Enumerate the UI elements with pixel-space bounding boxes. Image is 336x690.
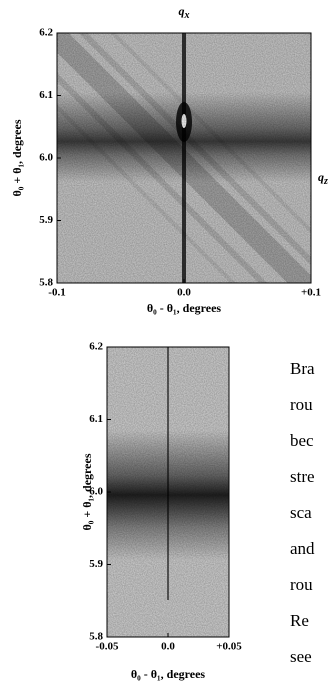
- x-axis-label: θ₀ - θ₁, degrees: [147, 301, 221, 315]
- body-text-line: see: [290, 647, 312, 666]
- body-text-line: and: [290, 539, 315, 558]
- y-tick-label: 6.1: [39, 89, 53, 101]
- body-text-line: rou: [290, 575, 313, 594]
- x-tick-label: 0.0: [161, 641, 175, 653]
- y-tick-label: 5.8: [39, 277, 53, 289]
- figure-title: qx: [179, 4, 190, 22]
- y-tick-label: 6.0: [89, 486, 103, 498]
- intensity-map: [57, 33, 311, 283]
- y-axis-label: θ₀ + θ₁, degrees: [80, 453, 94, 530]
- y-tick-label: 6.1: [89, 413, 103, 425]
- side-label: qz: [318, 170, 328, 188]
- x-tick-label: +0.1: [301, 287, 321, 299]
- intensity-map: [107, 347, 229, 637]
- x-tick-label: +0.05: [216, 641, 242, 653]
- y-tick-label: 5.9: [89, 558, 103, 570]
- x-axis-label: θ₀ - θ₁, degrees: [131, 667, 205, 681]
- y-tick-label: 6.2: [89, 341, 103, 353]
- body-text-line: rou: [290, 395, 313, 414]
- x-tick-label: -0.05: [96, 641, 119, 653]
- y-tick-label: 6.0: [39, 152, 53, 164]
- body-text-line: Bra: [290, 359, 315, 378]
- body-text-line: Re: [290, 611, 309, 630]
- y-tick-label: 6.2: [39, 27, 53, 39]
- x-tick-label: -0.1: [48, 287, 65, 299]
- y-axis-label: θ₀ + θ₁, degrees: [10, 119, 24, 196]
- y-tick-label: 5.9: [39, 214, 53, 226]
- body-text-line: bec: [290, 431, 314, 450]
- body-text-line: stre: [290, 467, 315, 486]
- body-text-line: sca: [290, 503, 312, 522]
- x-tick-label: 0.0: [177, 287, 191, 299]
- y-tick-label: 5.8: [89, 631, 103, 643]
